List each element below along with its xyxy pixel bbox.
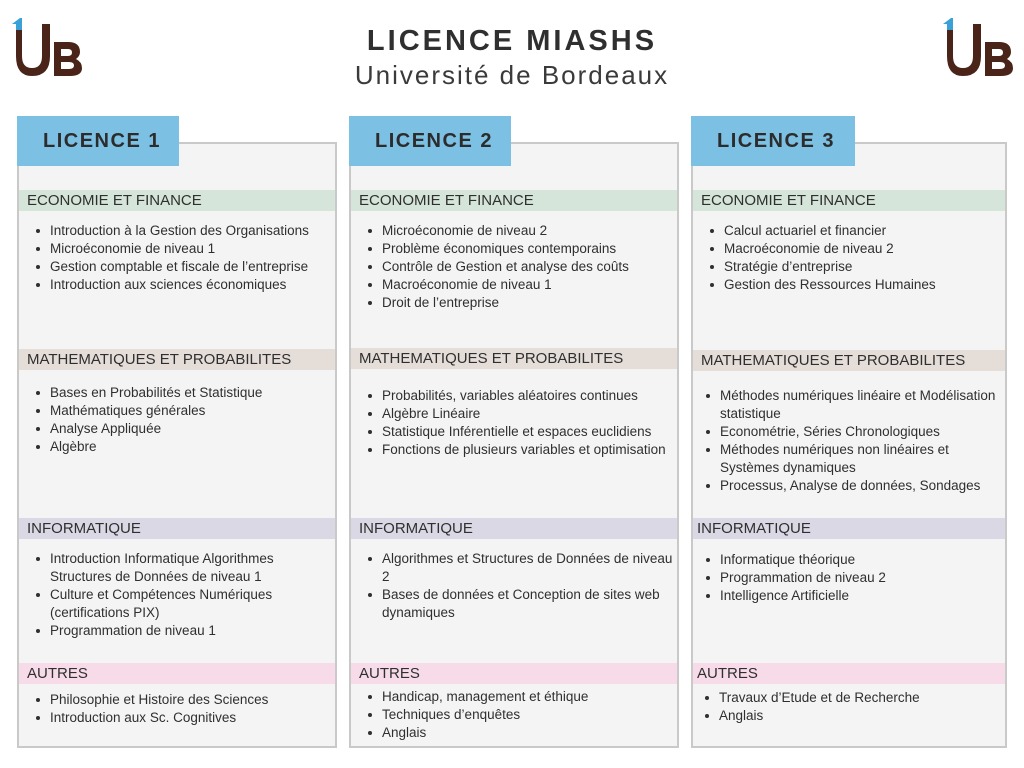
section-header-autres: AUTRES: [351, 663, 677, 684]
list-item: Algèbre Linéaire: [368, 405, 677, 423]
list-item: Méthodes numériques non linéaires et Sys…: [706, 441, 1005, 477]
list-item: Introduction aux sciences économiques: [36, 276, 335, 294]
list-item: Bases en Probabilités et Statistique: [36, 384, 335, 402]
university-logo-left: [12, 18, 82, 76]
page-subtitle: Université de Bordeaux: [354, 60, 670, 90]
list-item: Techniques d’enquêtes: [368, 706, 677, 724]
list-item: Fonctions de plusieurs variables et opti…: [368, 441, 677, 459]
course-list-math: Bases en Probabilités et Statistique Mat…: [19, 384, 335, 456]
list-item: Programmation de niveau 2: [706, 569, 1005, 587]
list-item: Travaux d’Etude et de Recherche: [705, 689, 1005, 707]
list-item: Intelligence Artificielle: [706, 587, 1005, 605]
list-item: Processus, Analyse de données, Sondages: [706, 477, 1005, 495]
list-item: Anglais: [705, 707, 1005, 725]
list-item: Macroéconomie de niveau 1: [368, 276, 677, 294]
section-header-informatique: INFORMATIQUE: [693, 518, 1005, 539]
tab-licence-3: LICENCE 3: [691, 116, 855, 166]
page-title: LICENCE MIASHS: [366, 25, 658, 57]
course-list-math: Probabilités, variables aléatoires conti…: [351, 387, 677, 459]
list-item: Introduction à la Gestion des Organisati…: [36, 222, 335, 240]
list-item: Informatique théorique: [706, 551, 1005, 569]
list-item: Handicap, management et éthique: [368, 688, 677, 706]
section-header-math: MATHEMATIQUES ET PROBABILITES: [351, 348, 677, 369]
section-header-math: MATHEMATIQUES ET PROBABILITES: [19, 349, 335, 370]
list-item: Gestion des Ressources Humaines: [710, 276, 1005, 294]
course-list-math: Méthodes numériques linéaire et Modélisa…: [693, 387, 1005, 495]
column-licence-1: ECONOMIE ET FINANCE Introduction à la Ge…: [17, 142, 337, 748]
section-header-math: MATHEMATIQUES ET PROBABILITES: [693, 350, 1005, 371]
list-item: Bases de données et Conception de sites …: [368, 586, 677, 622]
list-item: Introduction aux Sc. Cognitives: [36, 709, 335, 727]
list-item: Microéconomie de niveau 1: [36, 240, 335, 258]
list-item: Microéconomie de niveau 2: [368, 222, 677, 240]
list-item: Mathématiques générales: [36, 402, 335, 420]
list-item: Philosophie et Histoire des Sciences: [36, 691, 335, 709]
tab-licence-2: LICENCE 2: [349, 116, 511, 166]
title-block: LICENCE MIASHS Université de Bordeaux: [0, 24, 1024, 92]
list-item: Econométrie, Séries Chronologiques: [706, 423, 1005, 441]
list-item: Probabilités, variables aléatoires conti…: [368, 387, 677, 405]
course-list-autres: Travaux d’Etude et de Recherche Anglais: [693, 689, 1005, 725]
list-item: Programmation de niveau 1: [36, 622, 335, 640]
list-item: Stratégie d’entreprise: [710, 258, 1005, 276]
list-item: Algèbre: [36, 438, 335, 456]
section-header-autres: AUTRES: [19, 663, 335, 684]
tab-licence-1: LICENCE 1: [17, 116, 179, 166]
list-item: Calcul actuariel et financier: [710, 222, 1005, 240]
list-item: Algorithmes et Structures de Données de …: [368, 550, 677, 586]
list-item: Méthodes numériques linéaire et Modélisa…: [706, 387, 1005, 423]
section-header-economie: ECONOMIE ET FINANCE: [693, 190, 1005, 211]
course-list-informatique: Introduction Informatique Algorithmes St…: [19, 550, 335, 640]
section-header-economie: ECONOMIE ET FINANCE: [351, 190, 677, 211]
section-header-autres: AUTRES: [693, 663, 1005, 684]
list-item: Droit de l’entreprise: [368, 294, 677, 312]
list-item: Anglais: [368, 724, 677, 742]
section-header-economie: ECONOMIE ET FINANCE: [19, 190, 335, 211]
list-item: Macroéconomie de niveau 2: [710, 240, 1005, 258]
course-list-economie: Microéconomie de niveau 2 Problème écono…: [351, 222, 677, 312]
list-item: Problème économiques contemporains: [368, 240, 677, 258]
list-item: Analyse Appliquée: [36, 420, 335, 438]
course-list-informatique: Informatique théorique Programmation de …: [693, 551, 1005, 605]
list-item: Statistique Inférentielle et espaces euc…: [368, 423, 677, 441]
course-list-autres: Philosophie et Histoire des Sciences Int…: [19, 691, 335, 727]
course-list-economie: Calcul actuariel et financier Macroécono…: [693, 222, 1005, 294]
column-licence-3: ECONOMIE ET FINANCE Calcul actuariel et …: [691, 142, 1007, 748]
list-item: Culture et Compétences Numériques (certi…: [36, 586, 335, 622]
section-header-informatique: INFORMATIQUE: [19, 518, 335, 539]
course-list-autres: Handicap, management et éthique Techniqu…: [351, 688, 677, 742]
column-licence-2: ECONOMIE ET FINANCE Microéconomie de niv…: [349, 142, 679, 748]
course-list-informatique: Algorithmes et Structures de Données de …: [351, 550, 677, 622]
course-list-economie: Introduction à la Gestion des Organisati…: [19, 222, 335, 294]
list-item: Gestion comptable et fiscale de l’entrep…: [36, 258, 335, 276]
list-item: Introduction Informatique Algorithmes St…: [36, 550, 335, 586]
university-logo-right: [943, 18, 1013, 76]
list-item: Contrôle de Gestion et analyse des coûts: [368, 258, 677, 276]
section-header-informatique: INFORMATIQUE: [351, 518, 677, 539]
